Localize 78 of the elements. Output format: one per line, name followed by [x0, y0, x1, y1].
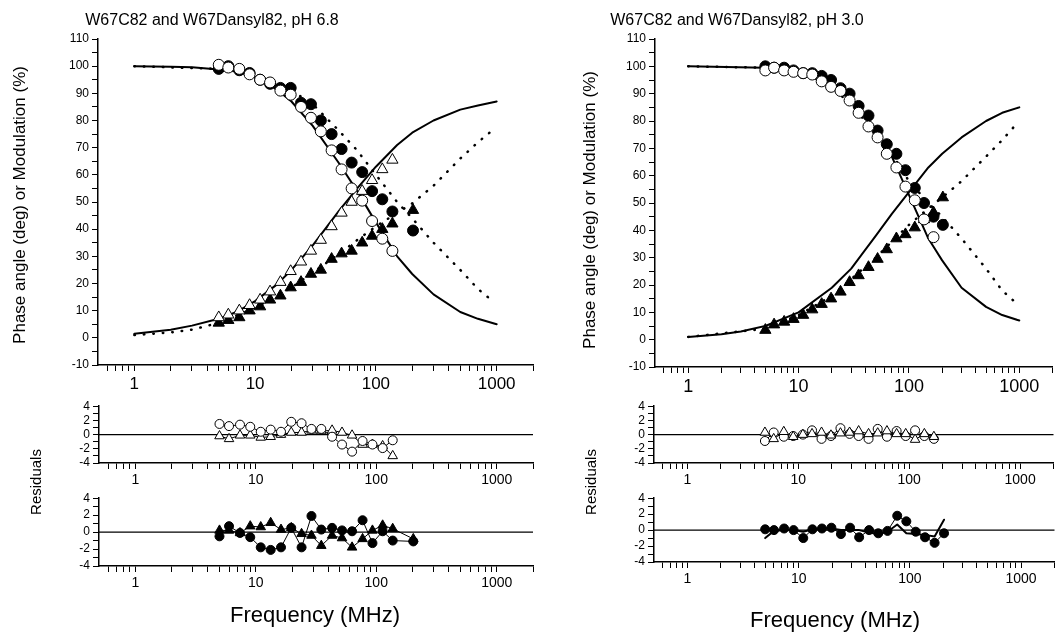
y-tick-label: 30: [632, 249, 647, 264]
y-axis-title: Residuals: [26, 449, 44, 515]
x-tick-label: 1000: [999, 375, 1040, 396]
y-tick-label: 0: [638, 522, 646, 537]
y-tick-label: 4: [83, 490, 91, 505]
x-tick-label: 1: [129, 373, 140, 393]
y-tick-label: 80: [75, 112, 90, 127]
y-tick-label: 0: [638, 426, 646, 441]
y-tick-label: 110: [69, 31, 90, 46]
y-tick-label: 60: [75, 167, 90, 182]
y-tick-label: 50: [632, 195, 647, 210]
y-tick-label: -10: [628, 359, 647, 374]
x-tick-label: 10: [788, 375, 809, 396]
y-tick-label: 50: [75, 194, 90, 209]
x-tick-label: 100: [898, 570, 922, 587]
x-tick-label: 10: [247, 471, 264, 488]
x-tick-label: 10: [790, 570, 807, 587]
y-tick-label: 0: [83, 524, 91, 539]
chart-title: W67C82 and W67Dansyl82, pH 3.0: [610, 11, 864, 29]
y-tick-label: 40: [632, 222, 647, 237]
y-tick-label: 20: [75, 275, 90, 290]
x-tick-label: 100: [364, 471, 389, 488]
y-tick-label: 2: [638, 412, 646, 427]
x-tick-label: 1: [683, 471, 692, 488]
y-tick-label: 40: [75, 221, 90, 236]
y-tick-label: 20: [632, 277, 647, 292]
chart-title: W67C82 and W67Dansyl82, pH 6.8: [85, 11, 339, 29]
x-tick-label: 100: [897, 471, 922, 488]
y-tick-label: 2: [83, 507, 91, 522]
y-tick-label: -4: [79, 455, 91, 470]
y-tick-label: -2: [79, 541, 91, 556]
x-axis-title: Frequency (MHz): [750, 607, 920, 633]
y-tick-label: -2: [634, 538, 646, 553]
x-tick-label: 10: [245, 373, 265, 393]
y-tick-label: 100: [625, 58, 647, 73]
x-tick-label: 1: [131, 471, 140, 488]
y-axis-title: Residuals: [581, 449, 599, 515]
y-tick-label: 4: [83, 398, 91, 413]
y-tick-label: 60: [632, 167, 647, 182]
x-tick-label: 1: [683, 375, 694, 396]
x-tick-label: 100: [361, 373, 391, 393]
y-tick-label: 10: [632, 304, 647, 319]
y-tick-label: 80: [632, 113, 647, 128]
y-tick-label: 2: [83, 412, 91, 427]
y-tick-label: -10: [71, 357, 90, 372]
x-tick-label: 1000: [481, 574, 513, 591]
x-tick-label: 1000: [1005, 570, 1037, 587]
y-tick-label: 10: [75, 302, 90, 317]
y-tick-label: 90: [632, 85, 647, 100]
y-tick-label: 100: [68, 58, 90, 73]
x-tick-label: 1: [131, 574, 140, 591]
y-tick-label: 0: [639, 331, 647, 346]
y-tick-label: -2: [634, 441, 646, 456]
y-tick-label: 30: [75, 248, 90, 263]
x-tick-label: 10: [790, 471, 807, 488]
y-tick-label: -4: [634, 455, 646, 470]
y-tick-label: -4: [634, 554, 646, 569]
y-tick-label: 0: [83, 426, 91, 441]
x-tick-label: 1000: [481, 471, 513, 488]
y-tick-label: 2: [638, 506, 646, 521]
y-axis-title: Phase angle (deg) or Modulation (%): [580, 71, 600, 349]
y-tick-label: 70: [632, 140, 647, 155]
x-tick-label: 1: [683, 570, 692, 587]
y-tick-label: -2: [79, 441, 91, 456]
x-tick-label: 10: [247, 574, 264, 591]
x-tick-label: 1000: [477, 373, 516, 393]
x-tick-label: 1000: [1004, 471, 1036, 488]
y-axis-title: Phase angle (deg) or Modulation (%): [10, 66, 30, 344]
y-tick-label: 4: [638, 490, 646, 505]
x-tick-label: 100: [893, 375, 924, 396]
x-axis-title: Frequency (MHz): [230, 602, 400, 628]
y-tick-label: 90: [75, 85, 90, 100]
y-tick-label: 0: [82, 330, 90, 345]
y-tick-label: 4: [638, 398, 646, 413]
y-tick-label: 110: [626, 31, 647, 46]
y-tick-label: 70: [75, 139, 90, 154]
y-tick-label: -4: [79, 558, 91, 573]
x-tick-label: 100: [364, 574, 389, 591]
